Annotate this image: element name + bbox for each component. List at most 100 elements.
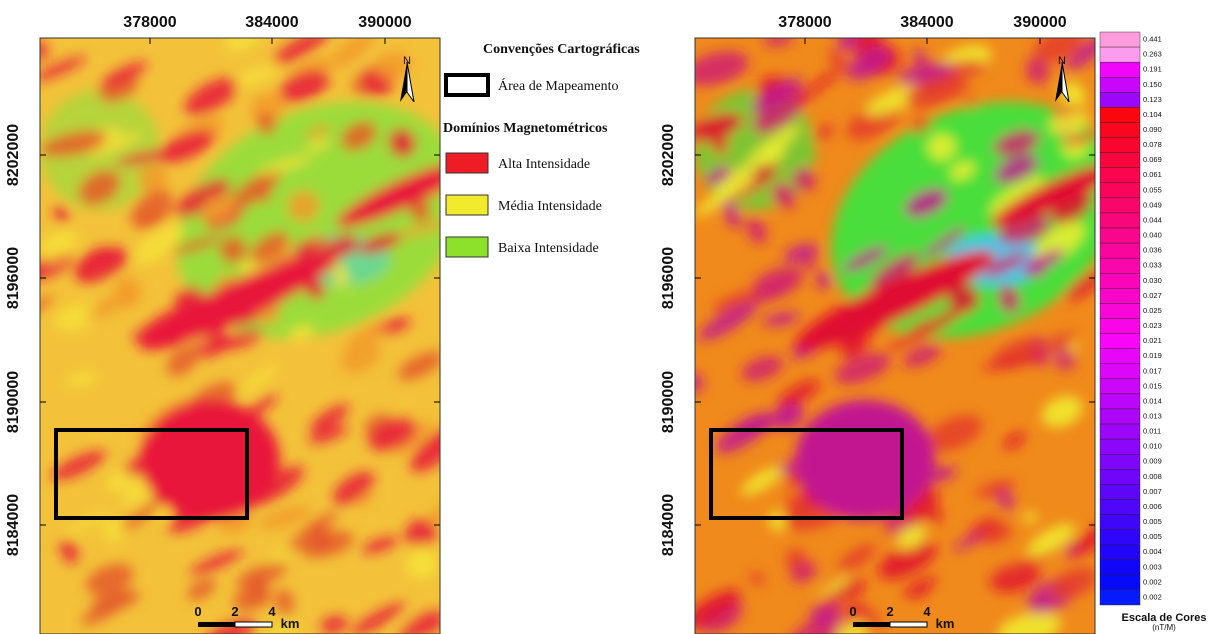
x-coordinate: 384000 xyxy=(900,14,953,31)
color-scale-swatch xyxy=(1100,364,1140,379)
scale-label: 4 xyxy=(268,604,276,619)
color-scale-label: 0.033 xyxy=(1143,261,1162,270)
color-scale-label: 0.055 xyxy=(1143,185,1162,194)
color-scale-swatch xyxy=(1100,153,1140,168)
color-scale-label: 0.002 xyxy=(1143,577,1162,586)
map-image xyxy=(677,21,1158,634)
color-scale-swatch xyxy=(1100,319,1140,334)
y-coordinate: 8196000 xyxy=(5,247,22,309)
color-scale-label: 0.191 xyxy=(1143,65,1162,74)
color-scale-swatch xyxy=(1100,515,1140,530)
color-scale-label: 0.009 xyxy=(1143,457,1162,466)
color-scale-label: 0.263 xyxy=(1143,50,1162,59)
map-zone xyxy=(140,400,280,520)
color-scale-swatch xyxy=(1100,424,1140,439)
scale-label: 2 xyxy=(231,604,238,619)
color-scale-swatch xyxy=(1100,349,1140,364)
legend-swatch xyxy=(446,153,488,173)
color-scale-swatch xyxy=(1100,334,1140,349)
color-scale-label: 0.049 xyxy=(1143,200,1162,209)
color-scale-label: 0.044 xyxy=(1143,215,1162,224)
color-scale-swatch xyxy=(1100,409,1140,424)
figure: Convenções Cartográficas Área de Mapeame… xyxy=(0,0,1230,634)
color-scale-swatch xyxy=(1100,560,1140,575)
color-scale-label: 0.011 xyxy=(1143,427,1161,436)
y-coordinate: 8202000 xyxy=(660,124,677,186)
color-scale-swatch xyxy=(1100,243,1140,258)
color-scale-swatch xyxy=(1100,273,1140,288)
color-scale-swatch xyxy=(1100,484,1140,499)
scale-label: 2 xyxy=(886,604,893,619)
color-scale-swatch xyxy=(1100,168,1140,183)
color-scale-label: 0.036 xyxy=(1143,246,1162,255)
color-scale-swatch xyxy=(1100,590,1140,605)
color-scale-swatch xyxy=(1100,47,1140,62)
color-scale-label: 0.003 xyxy=(1143,562,1162,571)
color-scale-swatch xyxy=(1100,107,1140,122)
y-coordinate: 8190000 xyxy=(5,371,22,433)
color-scale-label: 0.040 xyxy=(1143,231,1162,240)
color-scale-title: Escala de Cores xyxy=(1122,612,1207,624)
x-coordinate: 390000 xyxy=(1013,14,1066,31)
color-scale-label: 0.021 xyxy=(1143,336,1162,345)
color-scale-label: 0.004 xyxy=(1143,547,1162,556)
x-coordinate: 390000 xyxy=(358,14,411,31)
color-scale-swatch xyxy=(1100,394,1140,409)
legend-area: Área de Mapeamento xyxy=(498,77,619,94)
color-scale-swatch xyxy=(1100,303,1140,318)
color-scale-swatch xyxy=(1100,499,1140,514)
color-scale-label: 0.123 xyxy=(1143,95,1162,104)
color-scale-swatch xyxy=(1100,32,1140,47)
color-scale-swatch xyxy=(1100,379,1140,394)
y-coordinate: 8184000 xyxy=(660,494,677,556)
color-scale-swatch xyxy=(1100,439,1140,454)
color-scale-unit: (nT/M) xyxy=(1152,623,1176,632)
color-scale-swatch xyxy=(1100,545,1140,560)
color-scale-label: 0.006 xyxy=(1143,502,1162,511)
color-scale-swatch xyxy=(1100,575,1140,590)
y-coordinate: 8184000 xyxy=(5,494,22,556)
y-coordinate: 8196000 xyxy=(660,247,677,309)
scale-bar xyxy=(198,622,235,627)
color-scale-label: 0.069 xyxy=(1143,155,1162,164)
legend-swatch xyxy=(446,237,488,257)
x-coordinate: 378000 xyxy=(123,14,176,31)
color-scale-label: 0.005 xyxy=(1143,517,1162,526)
legend-label: Alta Intensidade xyxy=(498,157,590,172)
color-scale-label: 0.150 xyxy=(1143,80,1162,89)
color-scale-swatch xyxy=(1100,454,1140,469)
scale-bar xyxy=(890,622,927,627)
color-scale-swatch xyxy=(1100,469,1140,484)
x-coordinate: 384000 xyxy=(245,14,298,31)
scale-bar xyxy=(853,622,890,627)
legend-label: Baixa Intensidade xyxy=(498,241,599,256)
color-scale-label: 0.013 xyxy=(1143,411,1162,420)
north-label: N xyxy=(403,55,411,67)
color-scale-swatch xyxy=(1100,92,1140,107)
color-scale-label: 0.008 xyxy=(1143,472,1162,481)
map-zone xyxy=(795,400,935,520)
color-scale-swatch xyxy=(1100,213,1140,228)
color-scale-label: 0.015 xyxy=(1143,381,1162,390)
color-scale-label: 0.019 xyxy=(1143,351,1162,360)
legend-title: Convenções Cartográficas xyxy=(483,42,640,57)
y-coordinate: 8190000 xyxy=(660,371,677,433)
color-scale-label: 0.104 xyxy=(1143,110,1162,119)
color-scale-label: 0.017 xyxy=(1143,366,1162,375)
x-coordinate: 378000 xyxy=(778,14,831,31)
scale-label: 0 xyxy=(849,604,856,619)
scale-unit: km xyxy=(936,616,955,631)
color-scale-swatch xyxy=(1100,122,1140,137)
scale-bar xyxy=(235,622,272,627)
color-scale-swatch xyxy=(1100,138,1140,153)
color-scale-label: 0.030 xyxy=(1143,276,1162,285)
scale-label: 4 xyxy=(923,604,931,619)
color-scale-swatch xyxy=(1100,228,1140,243)
color-scale-swatch xyxy=(1100,183,1140,198)
legend-area-swatch xyxy=(446,75,488,95)
color-scale-label: 0.441 xyxy=(1143,35,1162,44)
color-scale-swatch xyxy=(1100,77,1140,92)
color-scale-swatch xyxy=(1100,288,1140,303)
color-scale-swatch xyxy=(1100,62,1140,77)
legend-domains-title: Domínios Magnetométricos xyxy=(443,121,608,136)
